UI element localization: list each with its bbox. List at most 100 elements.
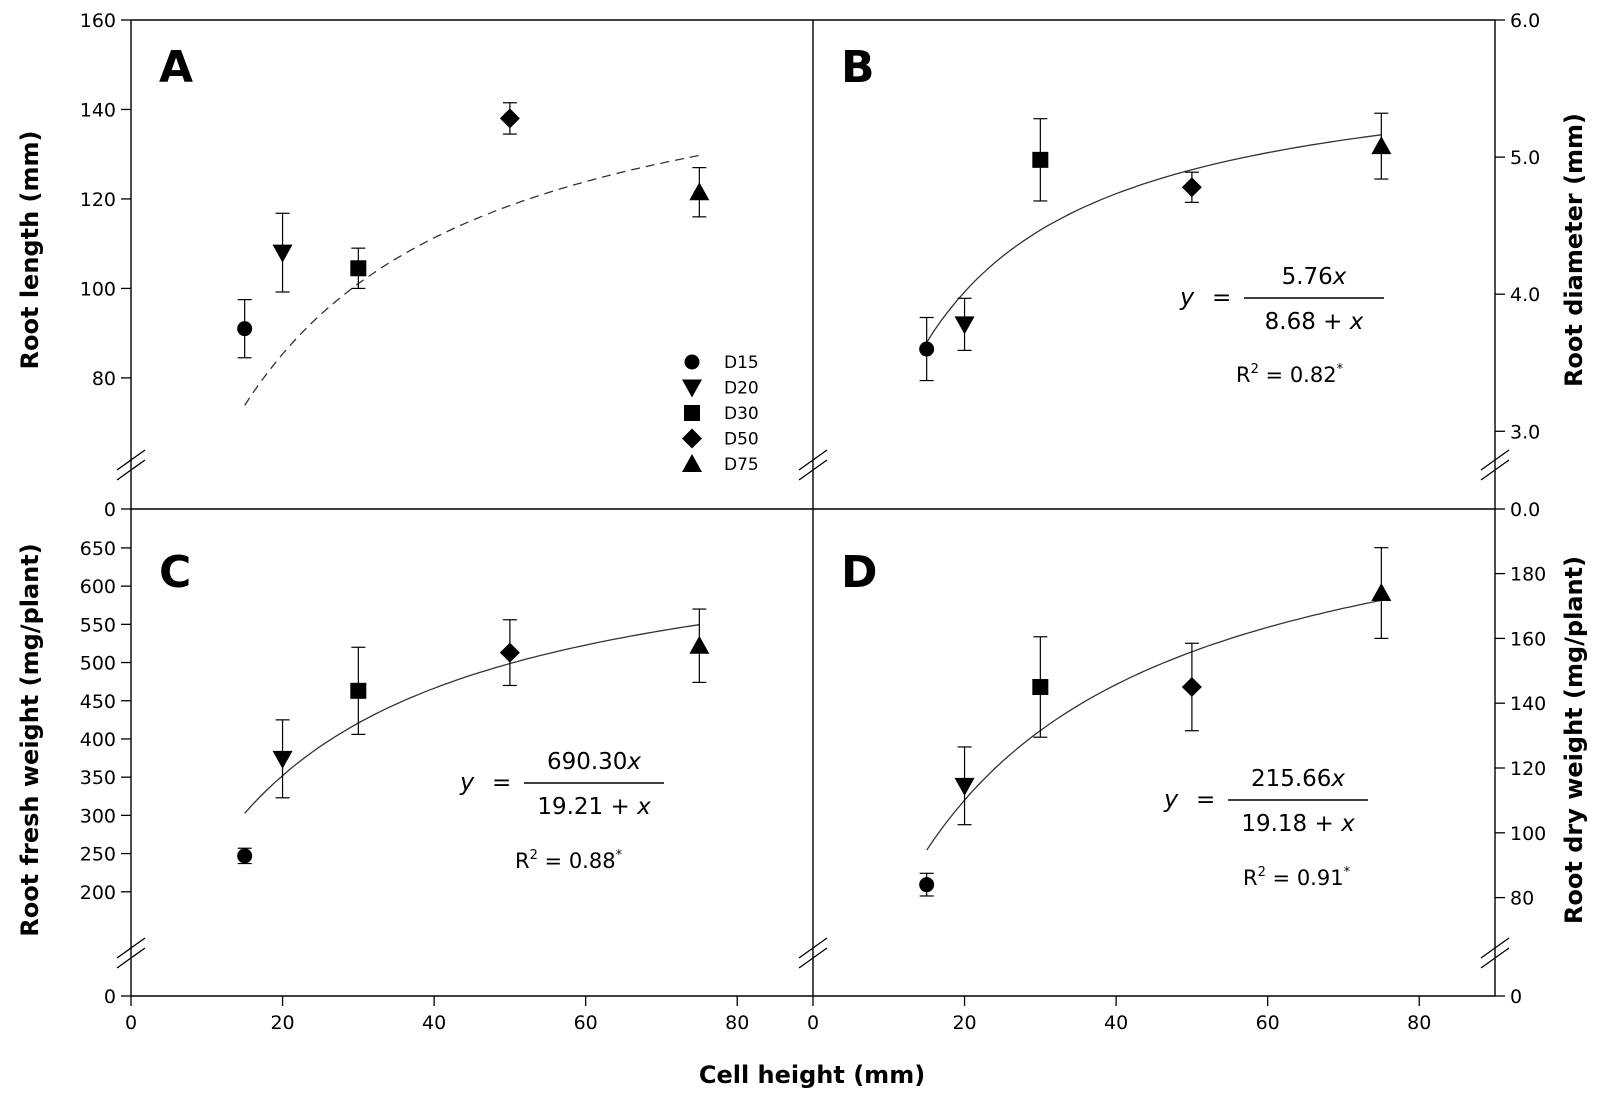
x-tick-label: 40 [1104, 1012, 1128, 1034]
panel-label: A [159, 42, 193, 93]
legend-marker [684, 405, 700, 421]
data-point-d30 [350, 260, 367, 277]
x-tick-label: 20 [270, 1012, 294, 1034]
y-tick-label: 650 [80, 538, 116, 560]
axis-break-mark [116, 937, 146, 959]
data-point-d30 [1032, 679, 1049, 695]
axis-break-mark [116, 449, 146, 471]
x-tick-label: 80 [1407, 1012, 1431, 1034]
data-point-d50 [499, 108, 520, 129]
y-tick-label: 160 [80, 10, 116, 32]
data-point-d15 [237, 321, 253, 337]
y-axis-title: Root dry weight (mg/plant) [1560, 556, 1588, 924]
x-tick-label: 60 [1256, 1012, 1280, 1034]
data-point-d75 [689, 182, 710, 201]
legend-label: D15 [724, 353, 759, 373]
y-tick-label: 600 [80, 576, 116, 598]
data-point-d50 [1181, 677, 1202, 697]
x-tick-label: 20 [952, 1012, 976, 1034]
r-squared-label: R2 = 0.88* [515, 848, 623, 873]
equation-numerator: 690.30x [547, 749, 641, 775]
y-tick-label: 350 [80, 767, 116, 789]
y-tick-label: 250 [80, 844, 116, 866]
y-tick-label: 100 [1510, 823, 1546, 845]
y-tick-label: 5.0 [1510, 147, 1540, 169]
equation-y: y [459, 768, 475, 796]
y-tick-label: 180 [1510, 564, 1546, 586]
y-tick-label: 140 [1510, 693, 1546, 715]
axis-break-mark [1480, 937, 1510, 959]
x-tick-label: 80 [725, 1012, 749, 1034]
data-point-d20 [272, 244, 293, 263]
axis-break-mark [116, 459, 146, 481]
y-tick-label: 0.0 [1510, 499, 1540, 521]
y-tick-label: 120 [80, 189, 116, 211]
legend-label: D20 [724, 379, 759, 399]
y-tick-label: 450 [80, 691, 116, 713]
equation-numerator: 215.66x [1251, 766, 1345, 792]
x-tick-label: 60 [574, 1012, 598, 1034]
legend-marker [684, 354, 700, 370]
data-point-d75 [1371, 583, 1392, 602]
legend-label: D75 [724, 455, 759, 475]
y-axis-title: Root length (mm) [16, 131, 44, 370]
panel-label: D [841, 547, 878, 598]
axis-break-mark [1480, 459, 1510, 481]
y-tick-label: 160 [1510, 628, 1546, 650]
equation-equals: = [1196, 787, 1215, 813]
data-point-d75 [1371, 136, 1392, 155]
axis-break-mark [798, 947, 828, 969]
x-axis-title: Cell height (mm) [699, 1061, 925, 1089]
data-point-d20 [272, 750, 293, 769]
data-point-d15 [919, 341, 935, 357]
y-tick-label: 0 [104, 986, 116, 1008]
axis-break-mark [798, 459, 828, 481]
panel-b: B 3.0 4.0 5.0 6.0 0.0 Root diameter (mm) y = 5.76… [841, 10, 1588, 521]
legend-marker [682, 379, 702, 398]
y-tick-label: 140 [80, 99, 116, 121]
y-tick-label: 80 [1510, 888, 1534, 910]
legend-marker [682, 428, 702, 449]
data-point-d15 [237, 848, 253, 864]
axis-break-mark [1480, 449, 1510, 471]
axis-break-mark [1480, 947, 1510, 969]
data-point-d20 [954, 316, 975, 335]
equation-denominator: 8.68 + x [1265, 309, 1364, 335]
y-tick-label: 500 [80, 653, 116, 675]
data-point-d50 [499, 642, 520, 663]
panel-d: D 80 100 120 140 160 180 0 0 20 40 60 80 Root dry wei… [807, 547, 1588, 1034]
data-point-d75 [689, 635, 710, 654]
legend-marker [682, 454, 702, 472]
fit-curve [244, 624, 700, 814]
y-tick-label: 400 [80, 729, 116, 751]
equation-denominator: 19.18 + x [1241, 811, 1355, 837]
axis-break-mark [798, 937, 828, 959]
x-tick-label: 40 [422, 1012, 446, 1034]
data-point-d20 [954, 777, 975, 796]
fit-curve [926, 134, 1382, 343]
equation-y: y [1163, 785, 1179, 813]
y-tick-label: 0 [104, 499, 116, 521]
y-axis-title: Root fresh weight (mg/plant) [16, 543, 44, 936]
equation-equals: = [1212, 285, 1231, 311]
y-tick-label: 6.0 [1510, 10, 1540, 32]
fit-curve [926, 599, 1382, 851]
equation-numerator: 5.76x [1282, 264, 1347, 290]
axis-break-mark [116, 947, 146, 969]
panel-c: C 200 250 300 350 400 450 500 550 600 650 00 20 40 60 8… [16, 538, 749, 1034]
y-tick-label: 80 [92, 368, 116, 390]
x-tick-label: 0 [125, 1012, 137, 1034]
y-tick-label: 550 [80, 614, 116, 636]
y-tick-label: 120 [1510, 758, 1546, 780]
panel-label: B [841, 42, 875, 93]
legend-label: D30 [724, 404, 759, 424]
r-squared-label: R2 = 0.91* [1243, 865, 1351, 890]
y-axis-title: Root diameter (mm) [1560, 113, 1588, 387]
panel-a: A 80 100 120 140 160 0 Root length (mm) D15 D20 D3… [16, 10, 759, 521]
axis-break-mark [798, 449, 828, 471]
data-point-d30 [350, 682, 367, 699]
equation-y: y [1179, 283, 1195, 311]
y-tick-label: 100 [80, 278, 116, 300]
